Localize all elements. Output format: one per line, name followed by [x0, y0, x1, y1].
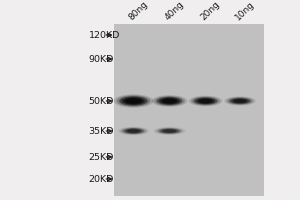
Text: 40ng: 40ng [163, 0, 186, 22]
Ellipse shape [119, 96, 148, 106]
Text: 80ng: 80ng [127, 0, 150, 22]
Ellipse shape [198, 99, 213, 103]
Text: 35KD: 35KD [88, 127, 114, 136]
Ellipse shape [122, 97, 145, 105]
Ellipse shape [125, 98, 142, 104]
Ellipse shape [163, 129, 176, 133]
Text: 120KD: 120KD [88, 30, 120, 40]
Ellipse shape [125, 129, 142, 133]
Ellipse shape [162, 98, 177, 104]
Bar [114, 24, 264, 196]
Text: 20KD: 20KD [88, 174, 114, 184]
Ellipse shape [226, 97, 254, 105]
Text: 25KD: 25KD [88, 152, 114, 162]
Ellipse shape [159, 98, 180, 104]
Ellipse shape [154, 127, 185, 135]
Ellipse shape [121, 127, 146, 135]
Ellipse shape [154, 96, 185, 106]
Ellipse shape [127, 129, 140, 133]
Ellipse shape [196, 98, 215, 104]
Ellipse shape [229, 98, 251, 104]
Text: 50KD: 50KD [88, 97, 114, 106]
Ellipse shape [189, 96, 222, 106]
Ellipse shape [233, 99, 247, 103]
Ellipse shape [152, 95, 187, 107]
Ellipse shape [231, 98, 249, 104]
Ellipse shape [158, 128, 181, 134]
Text: 10ng: 10ng [234, 0, 256, 22]
Ellipse shape [114, 94, 153, 108]
Ellipse shape [156, 128, 183, 134]
Ellipse shape [116, 95, 151, 107]
Ellipse shape [160, 129, 178, 133]
Text: 90KD: 90KD [88, 54, 114, 64]
Ellipse shape [224, 96, 256, 106]
Ellipse shape [191, 96, 220, 106]
Ellipse shape [194, 97, 218, 105]
Ellipse shape [157, 97, 182, 105]
Ellipse shape [118, 127, 148, 135]
Ellipse shape [123, 128, 144, 134]
Text: 20ng: 20ng [199, 0, 222, 22]
